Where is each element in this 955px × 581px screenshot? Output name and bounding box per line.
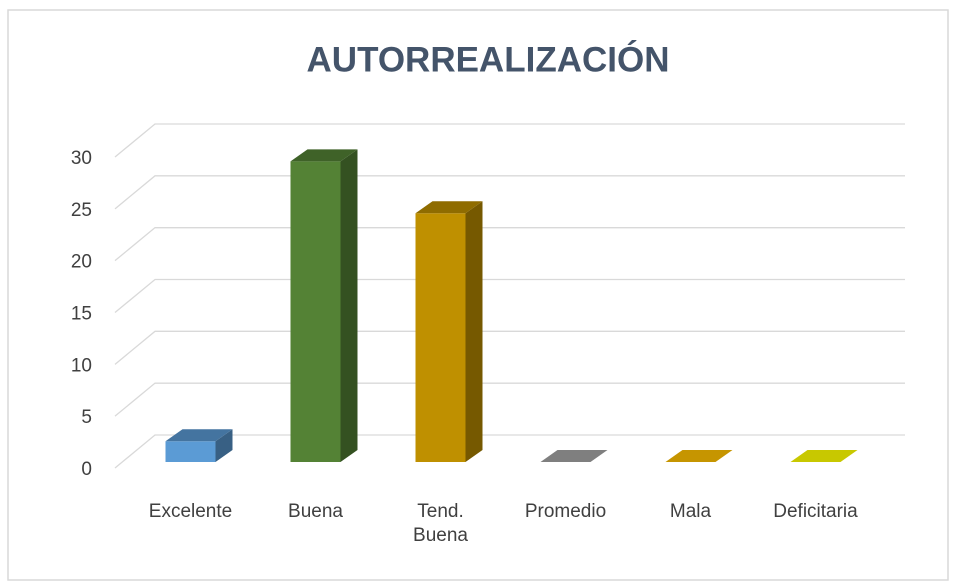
y-tick-label: 5 — [81, 407, 92, 428]
x-tick-label: Mala — [669, 501, 712, 522]
y-tick-label: 15 — [71, 304, 92, 325]
grid-line — [114, 175, 905, 210]
y-tick-label: 10 — [71, 355, 92, 376]
bar — [665, 450, 733, 462]
bar-face — [290, 161, 341, 462]
bar-face — [415, 213, 466, 462]
bar-face — [465, 201, 483, 462]
bar-face — [165, 441, 216, 462]
x-tick-label: Excelente — [148, 501, 233, 522]
grid-line — [114, 434, 905, 469]
chart-title: AUTORREALIZACIÓN — [307, 39, 670, 79]
grid-line — [114, 227, 905, 262]
bar-face — [290, 149, 358, 162]
bar-face — [790, 450, 858, 462]
bar-face — [215, 429, 233, 462]
bar — [290, 149, 358, 462]
y-tick-label: 0 — [81, 459, 92, 480]
bar-face — [665, 450, 733, 462]
bar — [790, 450, 858, 462]
bar — [415, 201, 483, 462]
grid-line — [114, 382, 905, 417]
grid-line — [114, 278, 905, 314]
bar — [165, 429, 233, 462]
bar-face — [415, 201, 483, 214]
x-tick-label: Buena — [288, 501, 343, 522]
bar-face — [165, 429, 233, 442]
y-tick-label: 30 — [71, 148, 92, 169]
bar — [540, 450, 608, 462]
x-tick-label: Tend. Buena — [413, 501, 468, 546]
y-tick-label: 25 — [71, 200, 92, 221]
x-tick-label: Deficitaria — [773, 501, 858, 522]
bar-face — [540, 450, 608, 462]
grid-line — [114, 330, 905, 365]
x-tick-label: Promedio — [524, 501, 607, 522]
grid-line — [114, 123, 905, 158]
y-tick-label: 20 — [71, 252, 92, 273]
bar-face — [340, 149, 358, 462]
